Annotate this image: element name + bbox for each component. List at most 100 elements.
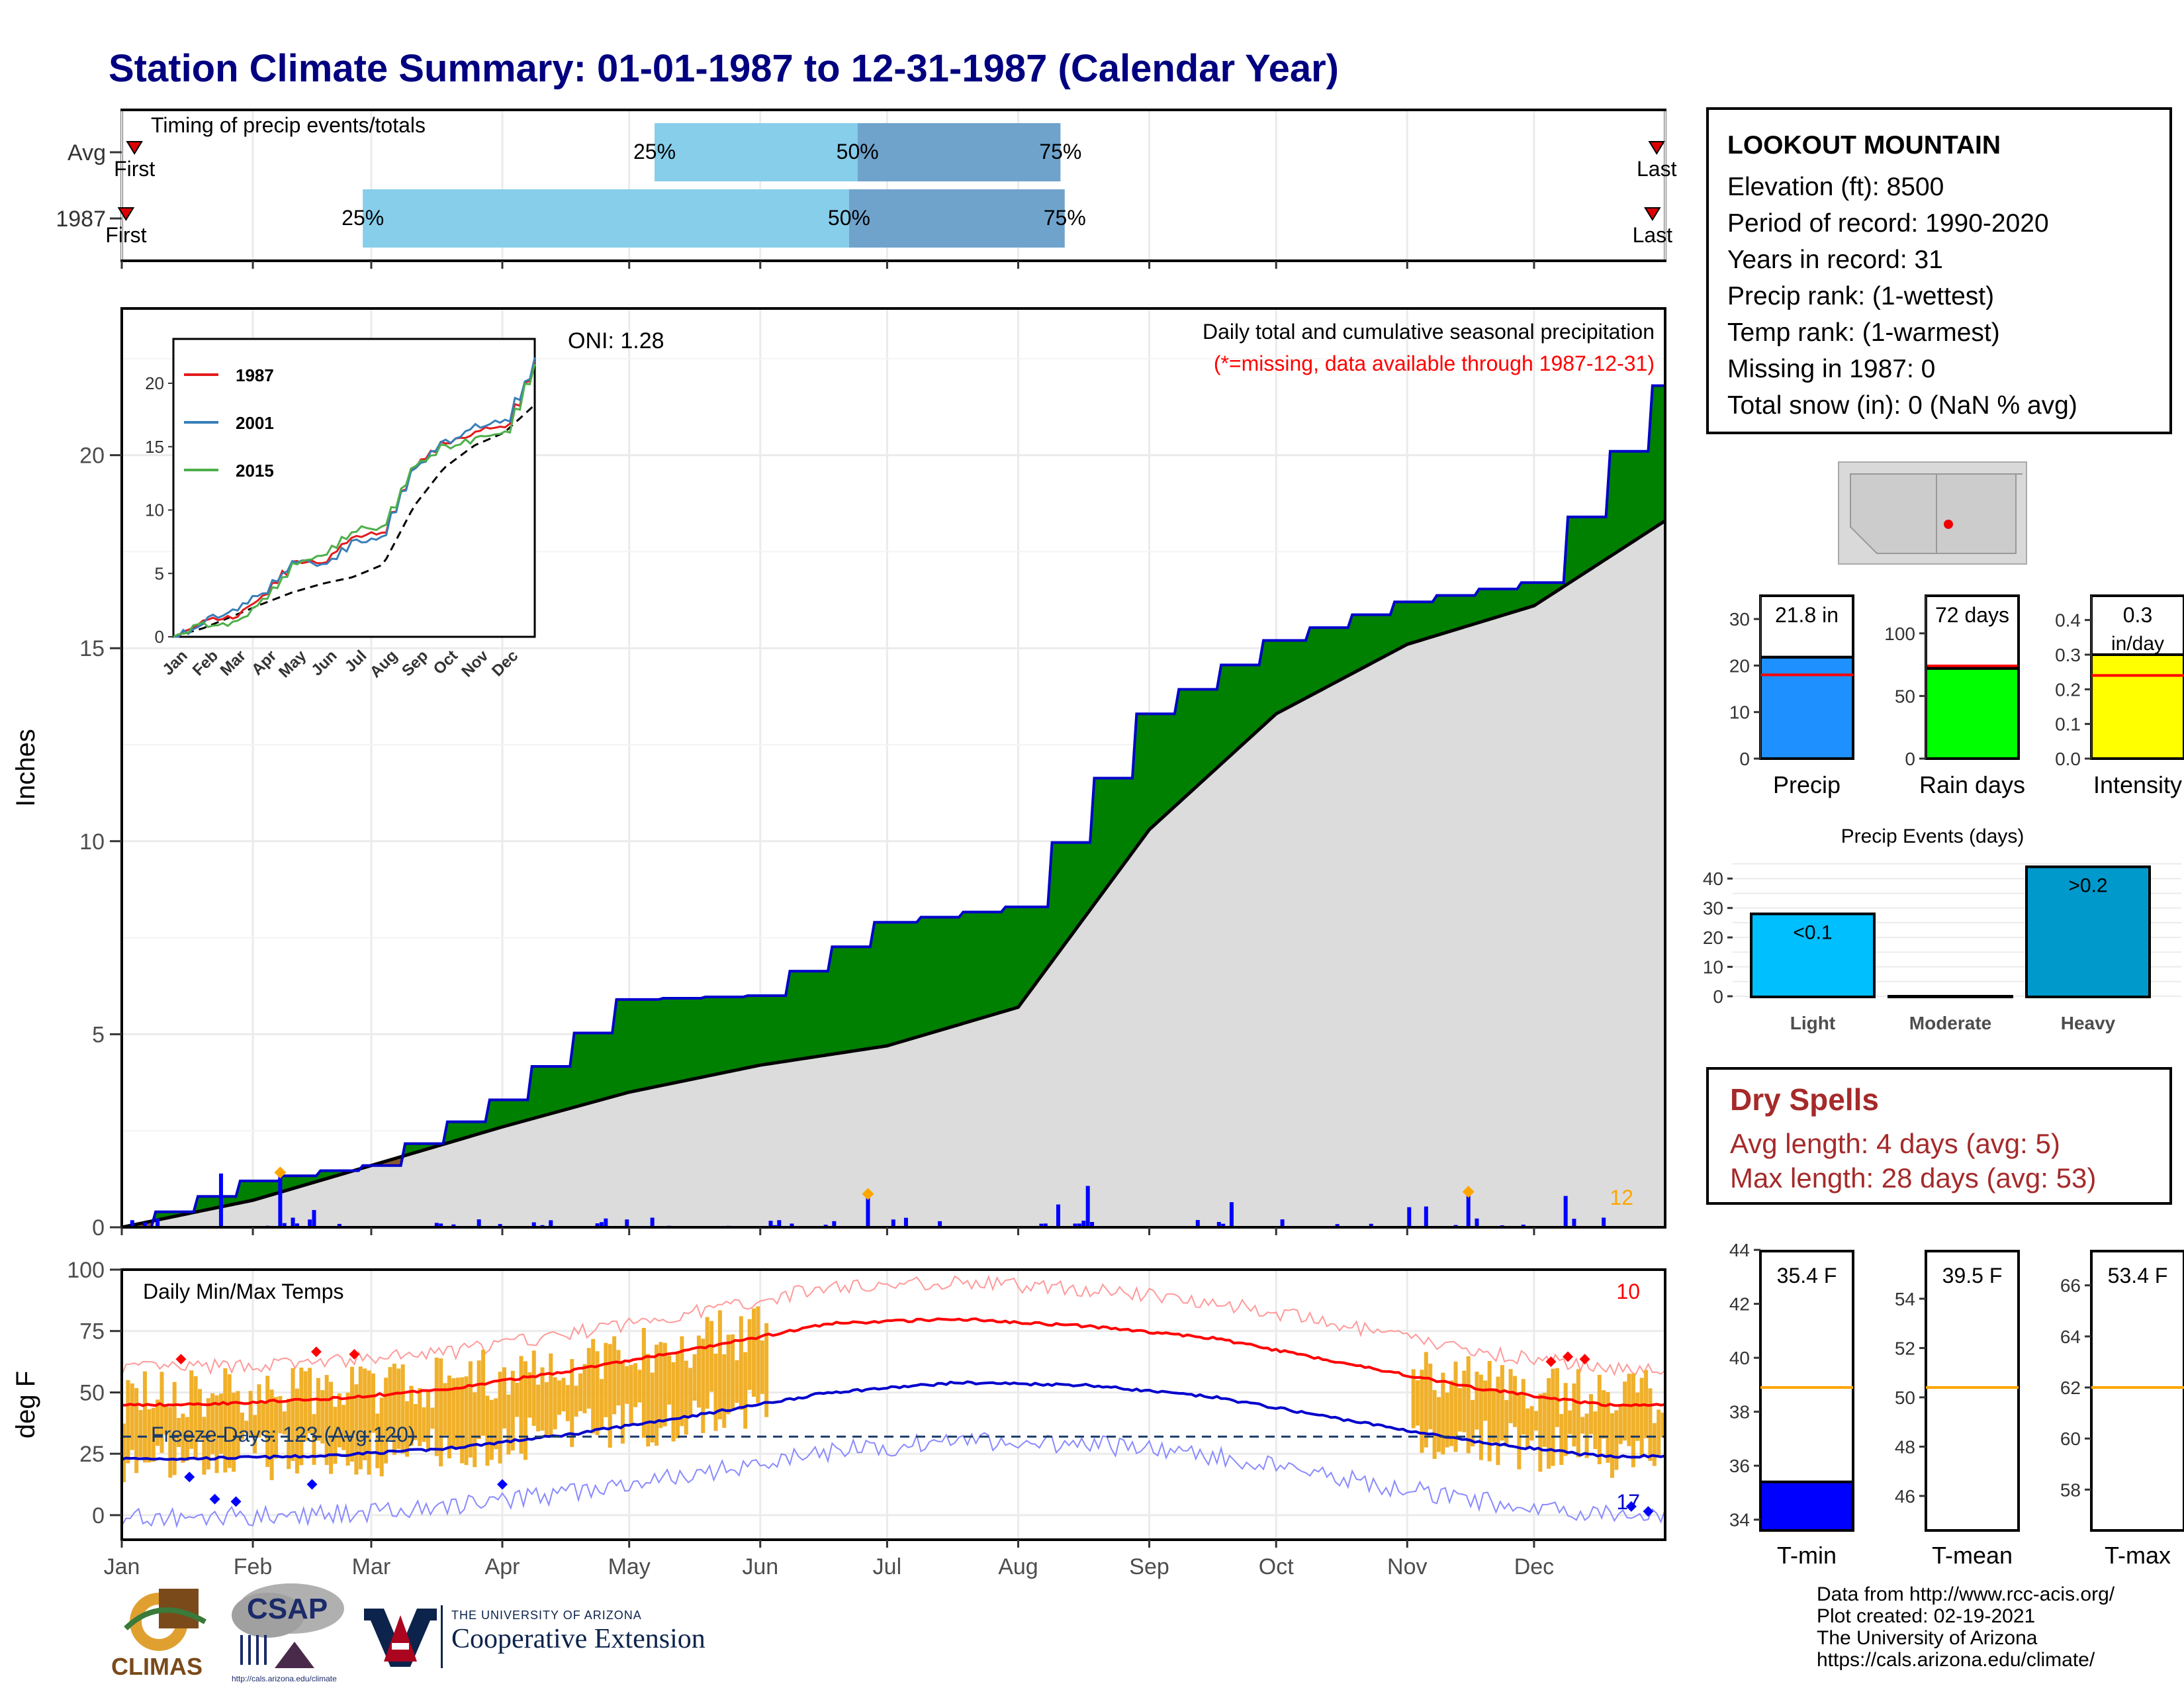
daily-temp-bar: [253, 1415, 257, 1454]
daily-temp-bar: [126, 1380, 130, 1464]
timing-row-label: 1987: [56, 207, 106, 232]
daily-precip-bar: [891, 1219, 895, 1227]
daily-temp-bar: [1525, 1408, 1530, 1449]
daily-temp-bar: [1432, 1389, 1437, 1459]
daily-temp-bar: [625, 1366, 629, 1404]
daily-precip-bar: [1466, 1193, 1471, 1227]
daily-temp-bar: [460, 1377, 465, 1464]
record-low-marker: [1643, 1506, 1654, 1517]
y-tick-label: 10: [79, 829, 105, 855]
daily-temp-bar: [138, 1410, 143, 1458]
daily-temp-bar: [549, 1353, 553, 1438]
daily-precip-bar: [130, 1220, 134, 1227]
daily-precip-bar: [599, 1222, 604, 1227]
daily-temp-bar: [261, 1401, 265, 1434]
month-label: Jul: [873, 1554, 901, 1579]
daily-temp-bar: [608, 1344, 612, 1448]
oni-label: ONI: 1.28: [568, 328, 664, 353]
daily-temp-bar: [439, 1358, 443, 1467]
daily-temp-bar: [473, 1392, 477, 1468]
station-info-box: LOOKOUT MOUNTAIN Elevation (ft): 8500 Per…: [1706, 107, 2172, 434]
daily-temp-bar: [680, 1336, 684, 1427]
daily-temp-bar: [447, 1375, 451, 1459]
daily-precip-bar: [156, 1218, 160, 1227]
daily-temp-bar: [599, 1379, 604, 1429]
record-low-marker: [306, 1479, 318, 1490]
temp-tick: 52: [1895, 1338, 1915, 1358]
credit-line: https://cals.arizona.edu/climate/: [1817, 1649, 2095, 1671]
record-high-marker: [175, 1354, 187, 1365]
daily-precip-bar: [1077, 1223, 1081, 1227]
daily-precip-bar: [1407, 1207, 1412, 1227]
daily-temp-bar: [210, 1393, 215, 1454]
inset-series-line: [173, 361, 536, 638]
daily-temp-bar: [396, 1368, 401, 1449]
daily-temp-bar: [269, 1389, 274, 1481]
summary-label: Precip: [1773, 771, 1841, 798]
precip-events-chart: Precip Events (days) <0.1 Light Moderate >0.…: [1703, 825, 2181, 1033]
daily-precip-bar: [1195, 1220, 1200, 1227]
daily-precip-bar: [434, 1223, 439, 1227]
daily-temp-bar: [540, 1367, 545, 1431]
daily-temp-bar: [489, 1399, 494, 1460]
summary-bar: [1759, 655, 1854, 760]
temp-value: 35.4 F: [1777, 1264, 1837, 1288]
daily-temp-bar: [760, 1340, 764, 1394]
daily-temp-bar: [1424, 1352, 1428, 1448]
avg-cum-line: [121, 519, 1666, 1229]
daily-temp-bar: [498, 1372, 502, 1464]
summary-tick: 10: [1729, 702, 1750, 723]
daily-temp-bar: [1479, 1374, 1483, 1460]
events-title: Precip Events (days): [1841, 825, 2025, 847]
daily-temp-bar: [159, 1372, 164, 1453]
y-tick-label: 20: [79, 444, 105, 469]
daily-temp-bar: [413, 1404, 418, 1440]
annotation: 12: [1610, 1186, 1633, 1209]
daily-temp-bar: [717, 1310, 722, 1420]
summary-tick: 0.3: [2055, 645, 2081, 665]
events-tick: 10: [1703, 957, 1723, 978]
temp-tick: 34: [1729, 1510, 1750, 1530]
daily-temp-bar: [1512, 1376, 1517, 1427]
daily-precip-bar: [1081, 1221, 1086, 1227]
daily-temp-bar: [1436, 1397, 1441, 1452]
daily-temp-bar: [122, 1423, 126, 1483]
inset-legend-label: 2015: [236, 461, 274, 481]
daily-precip-bar: [295, 1223, 299, 1227]
station-line: Missing in 1987: 0: [1727, 355, 1936, 383]
y-tick-label: 25: [79, 1442, 105, 1467]
month-label: Jan: [104, 1554, 140, 1579]
daily-temp-bar: [223, 1368, 228, 1473]
daily-temp-bar: [1597, 1374, 1602, 1464]
summary-label: Rain days: [1919, 771, 2025, 798]
record-low-marker: [209, 1493, 220, 1505]
month-label: Dec: [1514, 1554, 1554, 1579]
first-marker: [117, 207, 135, 221]
daily-precip-bar: [790, 1223, 794, 1227]
freeze-label: Freeze Days: 123 (Avg:120): [151, 1423, 416, 1446]
month-label: Sep: [1129, 1554, 1169, 1579]
y-tick-label: 0: [92, 1215, 105, 1241]
daily-temp-bar: [756, 1306, 760, 1403]
daily-temp-bar: [553, 1377, 557, 1430]
daily-precip-bar: [625, 1219, 629, 1227]
daily-temp-bar: [1453, 1361, 1458, 1452]
daily-temp-bar: [1555, 1368, 1559, 1427]
event-label: Moderate: [1909, 1013, 1991, 1033]
daily-temp-bar: [620, 1362, 625, 1444]
daily-temp-bar: [675, 1352, 680, 1438]
temp-tick: 50: [1895, 1387, 1915, 1408]
daily-temp-bar: [324, 1375, 329, 1466]
daily-precip-bar: [1090, 1221, 1095, 1227]
timing-p25: 25%: [341, 206, 384, 230]
daily-precip-bar: [866, 1195, 870, 1227]
daily-temp-bar: [591, 1338, 596, 1434]
summary-tick: 0.4: [2055, 610, 2081, 631]
daily-temp-bar: [1457, 1387, 1462, 1432]
daily-temp-bar: [409, 1385, 414, 1446]
month-label: Nov: [1387, 1554, 1427, 1579]
daily-temp-bar: [574, 1385, 578, 1417]
daily-temp-bar: [278, 1395, 283, 1434]
daily-temp-bar: [350, 1366, 355, 1462]
daily-temp-bar: [1606, 1391, 1610, 1463]
